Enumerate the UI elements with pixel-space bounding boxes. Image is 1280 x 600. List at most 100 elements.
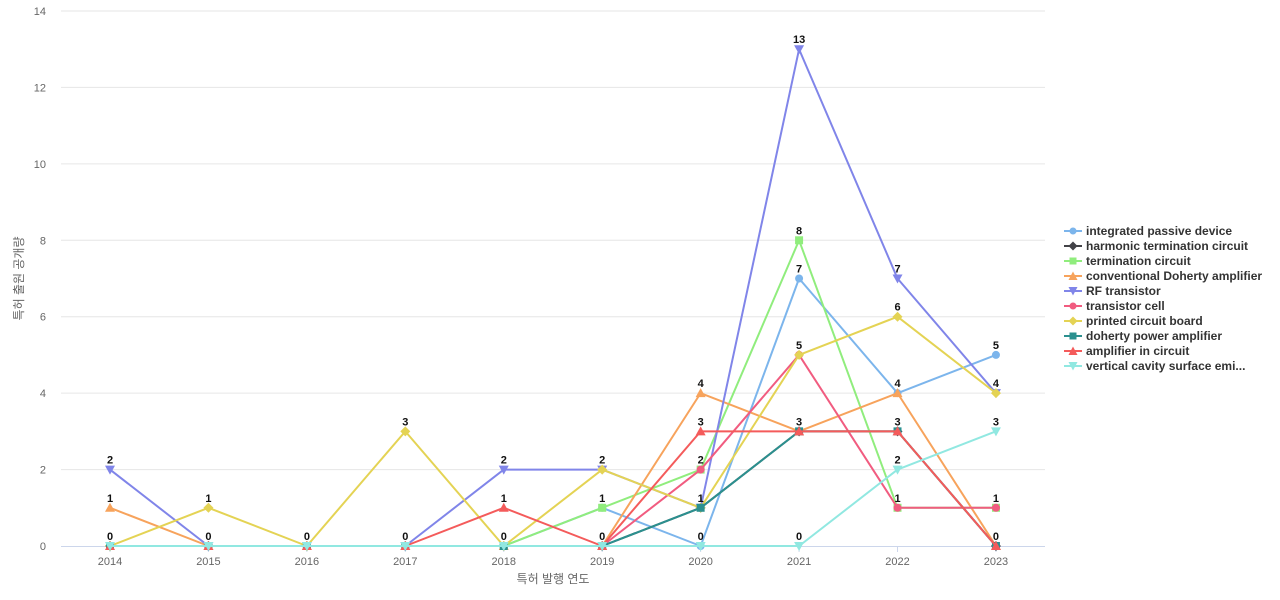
- data-label: 0: [599, 531, 605, 543]
- legend-item[interactable]: harmonic termination circuit: [1064, 238, 1262, 253]
- data-point-integrated-passive-device[interactable]: [991, 350, 1000, 359]
- data-point-rf-transistor[interactable]: [794, 45, 805, 55]
- legend-label: transistor cell: [1086, 298, 1165, 313]
- data-point-printed-circuit-board[interactable]: [203, 502, 214, 513]
- legend-label: termination circuit: [1086, 253, 1191, 268]
- data-label: 2: [599, 455, 605, 467]
- data-point-amplifier-in-circuit[interactable]: [498, 502, 509, 512]
- legend-item[interactable]: transistor cell: [1064, 298, 1262, 313]
- y-tick-label: 2: [40, 465, 46, 477]
- data-point-vertical-cavity-surface-emi[interactable]: [301, 542, 312, 551]
- legend-symbol: [1064, 271, 1082, 280]
- data-point-printed-circuit-board[interactable]: [794, 349, 805, 360]
- data-point-termination-circuit[interactable]: [598, 503, 607, 512]
- series-amplifier-in-circuit: [105, 426, 1001, 550]
- data-point-rf-transistor[interactable]: [498, 465, 509, 475]
- data-point-transistor-cell[interactable]: [893, 503, 902, 512]
- data-point-conventional-doherty-amplifier[interactable]: [695, 388, 706, 398]
- data-label: 2: [894, 455, 900, 467]
- data-label: 2: [501, 455, 507, 467]
- legend-label: conventional Doherty amplifier: [1086, 268, 1263, 283]
- data-label: 0: [205, 531, 211, 543]
- x-tick-label: 2019: [590, 556, 614, 568]
- data-point-printed-circuit-board[interactable]: [892, 311, 903, 322]
- legend: integrated passive device harmonic termin…: [1064, 223, 1262, 373]
- legend-item[interactable]: integrated passive device: [1064, 223, 1262, 238]
- data-point-printed-circuit-board[interactable]: [990, 388, 1001, 399]
- data-label: 6: [894, 302, 900, 314]
- data-label: 3: [698, 416, 704, 428]
- series-line-amplifier-in-circuit: [110, 430, 997, 547]
- data-point-printed-circuit-board[interactable]: [597, 464, 608, 475]
- data-point-termination-circuit[interactable]: [795, 236, 804, 245]
- y-tick-label: 10: [34, 159, 46, 171]
- data-point-conventional-doherty-amplifier[interactable]: [892, 388, 903, 398]
- data-point-doherty-power-amplifier[interactable]: [696, 503, 705, 512]
- legend-item[interactable]: printed circuit board: [1064, 313, 1262, 328]
- series-line-harmonic-termination-circuit: [110, 430, 997, 547]
- data-point-rf-transistor[interactable]: [892, 274, 903, 284]
- legend-label: amplifier in circuit: [1086, 343, 1190, 358]
- series-line-transistor-cell: [110, 353, 996, 547]
- data-point-vertical-cavity-surface-emi[interactable]: [892, 465, 903, 475]
- legend-label: integrated passive device: [1086, 223, 1233, 238]
- x-tick-label: 2017: [393, 556, 417, 568]
- data-point-vertical-cavity-surface-emi[interactable]: [794, 542, 805, 551]
- data-point-rf-transistor[interactable]: [105, 465, 115, 475]
- legend-item[interactable]: doherty power amplifier: [1064, 328, 1262, 343]
- data-point-vertical-cavity-surface-emi[interactable]: [990, 427, 1001, 437]
- data-label: 1: [107, 493, 113, 505]
- data-point-integrated-passive-device[interactable]: [795, 274, 804, 283]
- data-label: 5: [993, 340, 999, 352]
- x-tick-label: 2020: [688, 556, 712, 568]
- data-label: 4: [993, 378, 1000, 390]
- data-label: 3: [796, 416, 802, 428]
- data-point-printed-circuit-board[interactable]: [400, 426, 411, 437]
- data-label: 8: [796, 225, 802, 237]
- data-point-vertical-cavity-surface-emi[interactable]: [203, 542, 214, 551]
- legend-item[interactable]: RF transistor: [1064, 283, 1262, 298]
- series-rf-transistor: [105, 45, 1001, 551]
- legend-symbol: [1064, 257, 1082, 264]
- data-label: 3: [993, 416, 999, 428]
- series-doherty-power-amplifier: [106, 427, 1000, 550]
- x-tick-label: 2023: [984, 556, 1008, 568]
- data-label: 0: [107, 531, 113, 543]
- y-tick-label: 14: [34, 6, 46, 18]
- data-label: 2: [107, 455, 113, 467]
- x-tick-label: 2015: [196, 556, 220, 568]
- gridlines: [61, 10, 1045, 471]
- legend-item[interactable]: vertical cavity surface emi...: [1064, 358, 1262, 373]
- y-tick-label: 6: [40, 312, 46, 324]
- data-point-vertical-cavity-surface-emi[interactable]: [400, 542, 411, 551]
- series-harmonic-termination-circuit: [105, 426, 1001, 551]
- data-point-amplifier-in-circuit[interactable]: [794, 426, 805, 436]
- data-label: 0: [993, 531, 999, 543]
- data-point-vertical-cavity-surface-emi[interactable]: [695, 542, 706, 551]
- data-point-amplifier-in-circuit[interactable]: [695, 426, 706, 436]
- legend-symbol: [1064, 286, 1082, 295]
- data-label: 0: [796, 531, 802, 543]
- legend-symbol: [1064, 361, 1082, 370]
- data-point-conventional-doherty-amplifier[interactable]: [105, 502, 115, 512]
- data-label: 2: [698, 455, 704, 467]
- data-label: 1: [599, 493, 605, 505]
- y-tick-label: 0: [40, 541, 46, 553]
- data-label: 3: [894, 416, 900, 428]
- legend-item[interactable]: conventional Doherty amplifier: [1064, 268, 1262, 283]
- series-line-vertical-cavity-surface-emi: [110, 430, 997, 547]
- legend-symbol: [1064, 227, 1082, 234]
- x-axis-title: 특허 발행 연도: [517, 571, 590, 586]
- legend-item[interactable]: termination circuit: [1064, 253, 1262, 268]
- data-label: 4: [698, 378, 705, 390]
- data-point-vertical-cavity-surface-emi[interactable]: [105, 542, 115, 551]
- data-point-vertical-cavity-surface-emi[interactable]: [597, 542, 608, 551]
- legend-item[interactable]: amplifier in circuit: [1064, 343, 1262, 358]
- legend-label: RF transistor: [1086, 283, 1161, 298]
- legend-symbol: [1064, 332, 1082, 339]
- data-point-transistor-cell[interactable]: [696, 465, 705, 474]
- data-point-transistor-cell[interactable]: [991, 503, 1000, 512]
- data-point-amplifier-in-circuit[interactable]: [990, 541, 1001, 550]
- data-point-vertical-cavity-surface-emi[interactable]: [498, 542, 509, 551]
- data-point-amplifier-in-circuit[interactable]: [892, 426, 903, 436]
